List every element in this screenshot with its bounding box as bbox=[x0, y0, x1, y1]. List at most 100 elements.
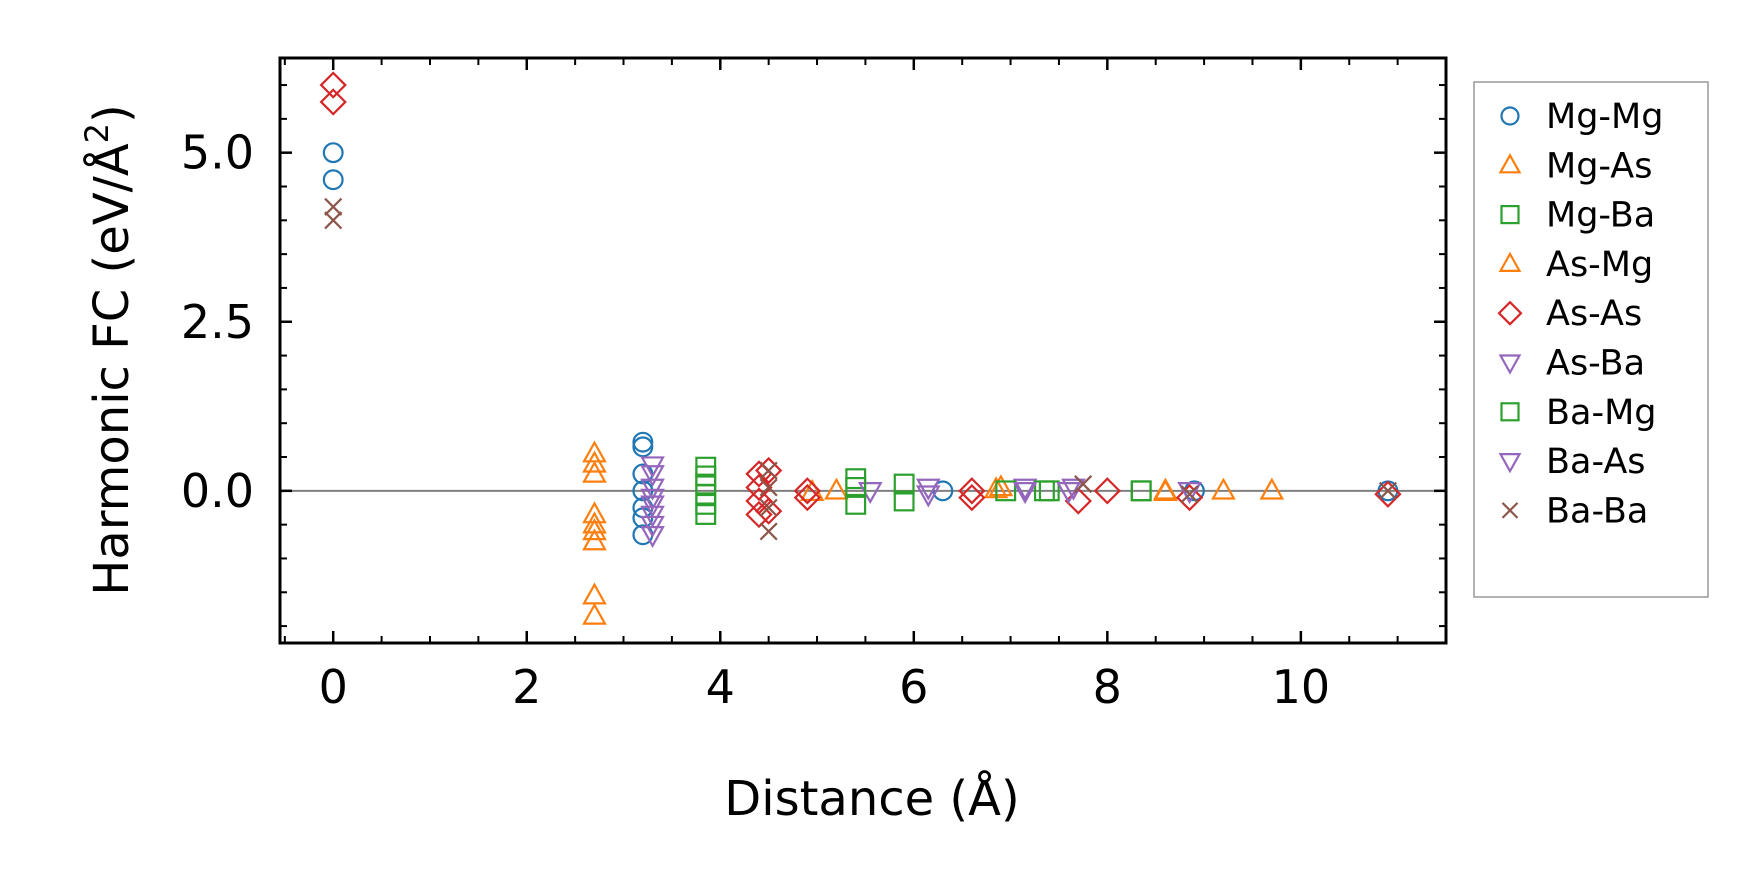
legend-marker-mg-ba bbox=[1500, 205, 1520, 225]
y-tick-labels: 0.0 2.5 5.0 bbox=[181, 126, 254, 518]
data-point-mg-as bbox=[824, 477, 849, 500]
data-point-mg-as bbox=[582, 528, 607, 551]
legend-item-ba-mg: Ba-Mg bbox=[1500, 393, 1657, 433]
x-tick-label: 8 bbox=[1093, 660, 1122, 714]
data-point-as-mg bbox=[1153, 478, 1178, 501]
axis-ticks bbox=[280, 58, 1447, 643]
legend-label: As-Ba bbox=[1546, 344, 1645, 384]
data-point-as-as bbox=[793, 477, 822, 505]
data-point-ba-mg bbox=[995, 480, 1017, 502]
legend-item-ba-ba: Ba-Ba bbox=[1501, 491, 1648, 531]
y-axis-title: Harmonic FC (eV/Å2) bbox=[78, 104, 140, 596]
legend-label: Ba-Mg bbox=[1546, 393, 1657, 433]
data-point-as-ba bbox=[915, 478, 941, 501]
data-point-mg-ba bbox=[695, 504, 717, 525]
data-point-ba-ba bbox=[1074, 475, 1093, 494]
legend-item-ba-as: Ba-As bbox=[1498, 442, 1646, 482]
plot-area-frame bbox=[278, 56, 1448, 645]
legend: Mg-Mg Mg-As Mg-Ba As-Mg As-As As-Ba Ba-Mg Ba-As… bbox=[1473, 81, 1709, 598]
legend-label: Mg-As bbox=[1546, 146, 1652, 186]
data-point-as-ba bbox=[1012, 478, 1038, 501]
legend-marker-as-mg bbox=[1498, 251, 1522, 272]
data-point-as-mg bbox=[799, 478, 825, 501]
legend-marker-ba-ba bbox=[1501, 502, 1519, 519]
data-point-as-as bbox=[793, 483, 822, 512]
legend-marker-mg-mg bbox=[1500, 106, 1520, 126]
y-axis-title-main: Harmonic FC (eV/Å bbox=[83, 143, 140, 596]
x-tick-label: 0 bbox=[319, 660, 348, 714]
data-point-ba-as bbox=[1012, 482, 1038, 505]
y-axis-title-superscript: 2 bbox=[78, 123, 116, 143]
data-point-ba-mg bbox=[1033, 480, 1055, 502]
data-point-ba-mg bbox=[1130, 480, 1152, 502]
data-point-as-as bbox=[745, 473, 773, 502]
data-point-mg-mg bbox=[632, 431, 654, 453]
data-point-ba-as bbox=[915, 485, 941, 508]
legend-item-as-ba: As-Ba bbox=[1498, 344, 1645, 384]
data-point-mg-as bbox=[1259, 477, 1285, 500]
data-point-mg-as bbox=[582, 460, 607, 483]
x-tick-label: 4 bbox=[706, 660, 735, 714]
x-tick-label: 10 bbox=[1272, 660, 1331, 714]
y-tick-label: 2.5 bbox=[181, 295, 254, 349]
data-point-mg-as bbox=[582, 450, 607, 473]
data-point-mg-ba bbox=[845, 493, 867, 515]
y-tick-label: 5.0 bbox=[181, 126, 254, 180]
data-point-ba-as bbox=[640, 488, 665, 511]
data-point-ba-ba bbox=[759, 522, 778, 541]
data-point-as-ba bbox=[1177, 482, 1202, 505]
legend-label: As-As bbox=[1546, 294, 1642, 334]
data-point-mg-mg bbox=[632, 436, 654, 458]
legend-label: Ba-Ba bbox=[1546, 491, 1648, 531]
legend-label: As-Mg bbox=[1546, 245, 1653, 285]
data-point-as-as bbox=[1374, 480, 1402, 508]
data-point-as-as bbox=[754, 497, 783, 525]
data-point-ba-ba bbox=[1378, 481, 1397, 500]
x-axis-title: Distance (Å) bbox=[724, 770, 1019, 827]
data-point-mg-as bbox=[582, 602, 607, 625]
legend-item-as-as: As-As bbox=[1497, 294, 1642, 334]
x-tick-label: 2 bbox=[512, 660, 541, 714]
data-point-mg-ba bbox=[893, 473, 915, 495]
data-point-as-as bbox=[1175, 483, 1204, 512]
data-point-mg-as bbox=[582, 582, 607, 605]
legend-item-as-mg: As-Mg bbox=[1498, 245, 1653, 285]
legend-label: Ba-As bbox=[1546, 442, 1646, 482]
data-point-ba-ba bbox=[324, 211, 343, 230]
y-tick-label: 0.0 bbox=[181, 464, 254, 518]
data-point-as-ba bbox=[640, 465, 665, 488]
legend-label: Mg-Ba bbox=[1546, 196, 1655, 236]
data-point-mg-ba bbox=[893, 490, 915, 512]
data-point-ba-ba bbox=[759, 461, 778, 480]
legend-frame bbox=[1473, 81, 1709, 598]
data-point-as-as bbox=[319, 71, 347, 99]
data-point-as-as bbox=[754, 456, 783, 485]
legend-item-mg-ba: Mg-Ba bbox=[1500, 196, 1655, 236]
legend-item-mg-mg: Mg-Mg bbox=[1500, 97, 1663, 137]
data-point-as-ba bbox=[1056, 482, 1081, 505]
data-point-ba-mg bbox=[845, 477, 867, 498]
legend-label: Mg-Mg bbox=[1546, 97, 1663, 137]
data-point-mg-as bbox=[582, 518, 607, 541]
data-point-as-ba bbox=[640, 525, 665, 549]
legend-item-mg-as: Mg-As bbox=[1498, 146, 1652, 186]
data-point-as-as bbox=[958, 483, 986, 512]
data-point-ba-ba bbox=[759, 498, 778, 517]
legend-marker-as-ba bbox=[1498, 354, 1522, 375]
data-point-ba-ba bbox=[1180, 485, 1199, 504]
data-point-mg-as bbox=[1211, 477, 1236, 500]
x-tick-labels: 0 2 4 6 8 10 bbox=[319, 660, 1331, 714]
legend-marker-ba-as bbox=[1498, 453, 1522, 474]
y-axis-title-close: ) bbox=[84, 104, 140, 123]
data-point-as-as bbox=[1093, 477, 1121, 505]
legend-marker-as-as bbox=[1497, 300, 1523, 326]
legend-marker-mg-as bbox=[1498, 153, 1522, 174]
data-point-mg-mg bbox=[322, 142, 344, 164]
data-point-as-as bbox=[958, 477, 986, 505]
scatter-markers bbox=[319, 71, 1402, 625]
data-point-as-as bbox=[319, 88, 347, 116]
data-point-ba-ba bbox=[324, 197, 343, 216]
x-tick-label: 6 bbox=[899, 660, 928, 714]
data-point-mg-mg bbox=[322, 169, 344, 191]
